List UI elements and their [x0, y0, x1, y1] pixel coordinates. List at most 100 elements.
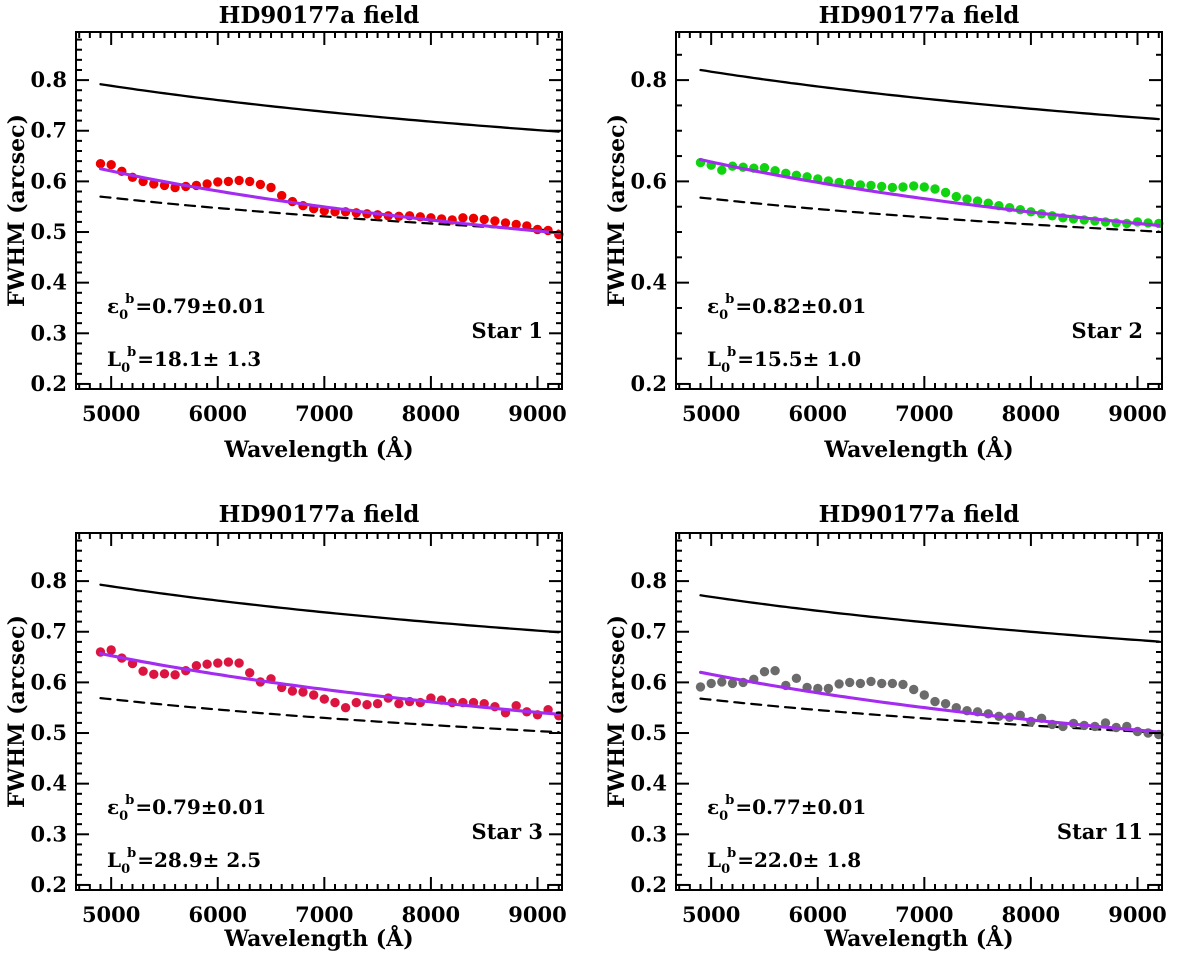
x-tick-label: 7000: [295, 902, 353, 927]
data-point: [330, 697, 340, 708]
data-point: [813, 683, 823, 694]
data-point: [951, 191, 961, 202]
y-tick-label: 0.6: [30, 669, 67, 694]
data-point: [706, 678, 716, 689]
data-point: [351, 697, 361, 708]
plot-frame: [675, 532, 1163, 891]
upper-solid-curve: [99, 583, 560, 634]
model-fit-line: [698, 158, 1161, 227]
x-tick-label: 7000: [895, 401, 953, 426]
data-point: [106, 160, 116, 170]
panel-title: HD90177a field: [219, 2, 420, 29]
data-point: [834, 679, 844, 689]
outer-scale-annotation: L0b=28.9± 2.5: [107, 846, 261, 877]
data-point: [919, 690, 929, 700]
y-tick-label: 0.8: [30, 67, 67, 92]
model-fit-line: [98, 651, 561, 716]
x-tick-label: 9000: [1108, 902, 1166, 927]
data-point: [245, 668, 255, 678]
data-point: [887, 678, 898, 689]
panel-background: [600, 478, 1200, 956]
data-point: [234, 175, 244, 186]
panel-star-1: HD90177a field 5000 6000 7000 8000 9000 0.2 0.3…: [0, 0, 600, 478]
x-tick-label: 5000: [82, 401, 140, 426]
data-point: [930, 184, 940, 194]
x-tick-label: 6000: [189, 401, 247, 426]
data-point: [266, 182, 276, 193]
y-tick-label: 0.4: [30, 270, 67, 295]
x-tick-label: 7000: [895, 902, 953, 927]
data-point: [823, 683, 834, 694]
data-point: [909, 684, 919, 695]
x-tick-label: 8000: [402, 902, 460, 927]
y-tick-label: 0.2: [30, 872, 67, 897]
outer-scale-annotation: L0b=18.1± 1.3: [107, 345, 261, 376]
data-point: [202, 179, 212, 189]
epsilon-annotation: ε0b=0.79±0.01: [107, 292, 266, 323]
data-point: [479, 214, 489, 225]
data-point: [394, 699, 404, 709]
y-axis-label: FWHM (arcsec): [4, 615, 30, 808]
data-point: [877, 678, 887, 689]
panel-title: HD90177a field: [819, 2, 1020, 29]
data-point: [855, 678, 866, 689]
data-point: [717, 677, 727, 687]
data-point: [298, 687, 308, 697]
data-point: [866, 180, 876, 191]
data-point: [972, 196, 983, 206]
star-label: Star 3: [472, 819, 543, 844]
y-tick-label: 0.2: [630, 371, 667, 396]
lower-dashed-curve: [99, 697, 560, 734]
data-point: [759, 163, 770, 173]
data-point: [490, 216, 500, 226]
y-tick-label: 0.7: [30, 619, 67, 644]
data-point: [791, 673, 802, 683]
data-point: [898, 182, 908, 192]
data-point: [245, 176, 255, 187]
y-tick-label: 0.5: [630, 720, 667, 745]
data-point: [877, 181, 887, 192]
upper-solid-curve: [699, 594, 1160, 643]
data-point: [191, 661, 202, 671]
plot-star-11: HD90177a field 5000 6000 7000 8000 9000 0.2 0.3…: [600, 478, 1200, 956]
data-point: [500, 218, 511, 228]
data-point: [319, 694, 329, 704]
model-fit-line: [98, 167, 561, 235]
data-point: [106, 645, 116, 655]
star-label: Star 2: [1072, 318, 1143, 343]
data-point: [511, 219, 521, 230]
x-tick-label: 5000: [682, 401, 740, 426]
x-tick-label: 8000: [402, 401, 460, 426]
data-point: [149, 669, 159, 679]
y-tick-label: 0.3: [630, 821, 667, 846]
y-tick-label: 0.8: [630, 67, 667, 92]
panel-background: [600, 0, 1200, 478]
panel-title: HD90177a field: [219, 501, 420, 528]
data-point: [138, 666, 148, 676]
data-point: [159, 669, 170, 679]
data-point: [95, 159, 106, 169]
y-tick-label: 0.6: [630, 168, 667, 193]
y-tick-label: 0.7: [30, 118, 67, 143]
lower-dashed-curve: [699, 196, 1160, 233]
data-point: [287, 686, 298, 696]
x-tick-label: 5000: [682, 902, 740, 927]
x-axis-label: Wavelength (Å): [223, 925, 413, 952]
upper-solid-curve: [99, 83, 560, 133]
y-tick-label: 0.5: [30, 720, 67, 745]
panel-title: HD90177a field: [819, 501, 1020, 528]
data-point: [909, 181, 919, 191]
data-point: [202, 659, 212, 669]
data-point: [340, 703, 351, 713]
data-point: [759, 667, 770, 677]
data-point: [770, 666, 780, 676]
data-point: [170, 670, 180, 680]
plot-star-1: HD90177a field 5000 6000 7000 8000 9000 0.2 0.3…: [0, 0, 600, 478]
y-tick-label: 0.3: [30, 821, 67, 846]
data-point: [940, 187, 951, 198]
data-point: [845, 677, 855, 688]
x-tick-label: 5000: [82, 902, 140, 927]
data-point: [362, 700, 372, 710]
y-tick-label: 0.2: [30, 371, 67, 396]
